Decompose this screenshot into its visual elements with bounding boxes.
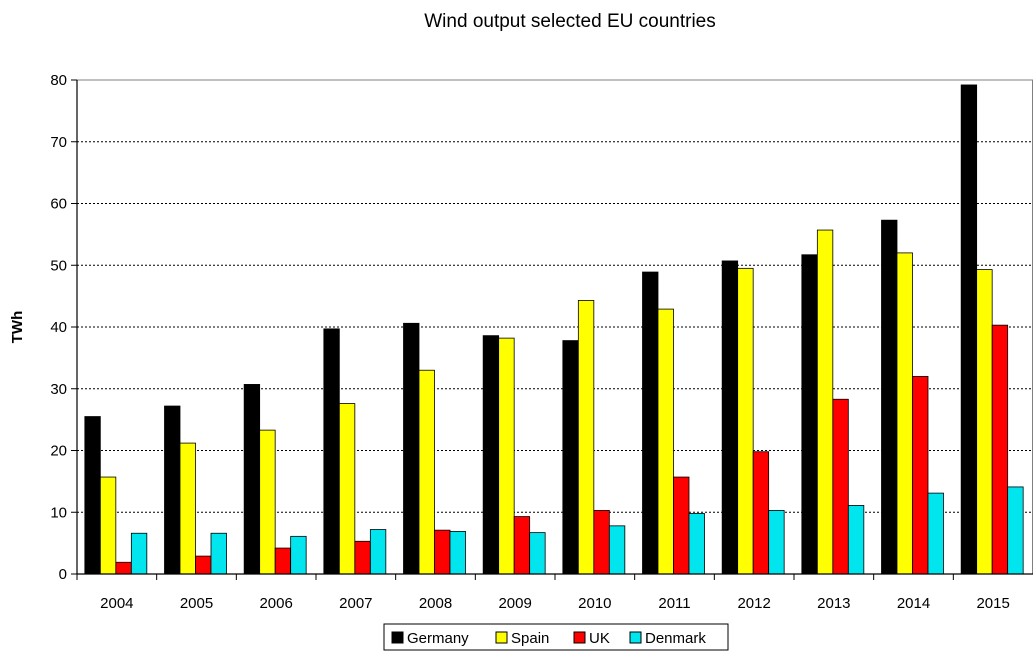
- bar-uk-2009: [513, 516, 531, 575]
- bar-uk-2005: [195, 555, 212, 575]
- y-tick-label: 60: [50, 196, 67, 213]
- bar-germany-2011: [642, 271, 659, 575]
- bar-uk-2010: [593, 509, 610, 575]
- bar-germany-2010: [562, 340, 579, 575]
- y-tick-label: 70: [50, 134, 67, 151]
- bar-uk-2008: [434, 529, 451, 575]
- bar-spain-2005: [179, 442, 196, 575]
- bar-uk-2004: [115, 561, 132, 575]
- x-tick-label: 2012: [737, 595, 770, 612]
- bar-germany-2007: [323, 328, 340, 575]
- y-tick-label: 80: [50, 72, 67, 89]
- bar-denmark-2014: [927, 492, 944, 575]
- x-tick-label: 2013: [817, 595, 850, 612]
- x-tick-label: 2005: [180, 595, 213, 612]
- bar-spain-2010: [577, 300, 595, 575]
- y-tick-label: 50: [50, 257, 67, 274]
- bar-uk-2007: [354, 540, 371, 575]
- bar-denmark-2010: [608, 525, 626, 575]
- bar-denmark-2007: [369, 529, 387, 575]
- y-tick-label: 0: [59, 566, 67, 583]
- legend-label-uk: UK: [589, 630, 610, 647]
- bar-uk-2006: [274, 547, 292, 575]
- legend-swatch-spain: [495, 631, 508, 644]
- bar-uk-2014: [912, 375, 929, 575]
- bar-denmark-2012: [768, 509, 785, 575]
- x-tick-label: 2010: [578, 595, 611, 612]
- bar-spain-2008: [418, 369, 435, 575]
- bar-germany-2008: [403, 322, 420, 575]
- bar-germany-2014: [881, 219, 898, 575]
- bar-germany-2004: [84, 416, 101, 575]
- x-tick-label: 2015: [976, 595, 1009, 612]
- bar-denmark-2005: [210, 532, 227, 575]
- bar-germany-2015: [960, 84, 978, 575]
- x-tick-label: 2006: [259, 595, 292, 612]
- y-tick-label: 30: [50, 381, 67, 398]
- x-tick-label: 2011: [658, 595, 690, 612]
- bar-spain-2014: [896, 252, 913, 575]
- bar-spain-2004: [99, 476, 117, 575]
- bar-spain-2009: [498, 337, 515, 575]
- bar-denmark-2015: [1007, 486, 1024, 575]
- y-tick-label: 40: [50, 319, 67, 336]
- bar-spain-2013: [816, 229, 834, 575]
- bar-germany-2009: [482, 335, 500, 575]
- bar-germany-2006: [243, 384, 261, 575]
- bar-denmark-2004: [130, 532, 148, 575]
- legend-swatch-denmark: [629, 631, 642, 644]
- x-tick-label: 2009: [498, 595, 531, 612]
- plot-area: 0 10 20 30 40 50 60 70 80 2004 2005 2006 2007 2008 200…: [50, 72, 1033, 612]
- bar-spain-2012: [737, 267, 754, 575]
- bar-germany-2005: [164, 405, 181, 575]
- x-tick-label: 2014: [897, 595, 930, 612]
- y-tick-label: 10: [50, 504, 67, 521]
- x-tick-label: 2007: [339, 595, 372, 612]
- bar-uk-2013: [832, 398, 849, 575]
- bar-germany-2013: [801, 254, 818, 575]
- bar-uk-2015: [991, 324, 1009, 575]
- bar-denmark-2006: [290, 535, 307, 575]
- bar-denmark-2013: [847, 505, 865, 575]
- y-axis-label: TWh: [9, 311, 26, 343]
- bar-spain-2006: [259, 429, 276, 575]
- bar-spain-2011: [657, 308, 674, 575]
- bar-uk-2012: [752, 451, 770, 575]
- legend: Germany Spain UK Denmark: [383, 623, 729, 651]
- legend-label-denmark: Denmark: [645, 630, 706, 647]
- bar-denmark-2009: [529, 532, 546, 575]
- bar-uk-2011: [673, 476, 690, 575]
- bar-germany-2012: [721, 260, 739, 575]
- legend-box: [383, 623, 729, 651]
- legend-label-spain: Spain: [511, 630, 549, 647]
- legend-swatch-uk: [573, 631, 586, 644]
- bar-spain-2007: [338, 403, 356, 575]
- x-tick-label: 2008: [419, 595, 452, 612]
- legend-swatch-germany: [391, 631, 404, 644]
- bar-denmark-2011: [688, 513, 705, 575]
- x-tick-label: 2004: [100, 595, 133, 612]
- y-tick-label: 20: [50, 443, 67, 460]
- chart-title: Wind output selected EU countries: [424, 11, 716, 32]
- legend-label-germany: Germany: [407, 630, 469, 647]
- bar-spain-2015: [976, 269, 993, 575]
- bar-denmark-2008: [449, 530, 466, 575]
